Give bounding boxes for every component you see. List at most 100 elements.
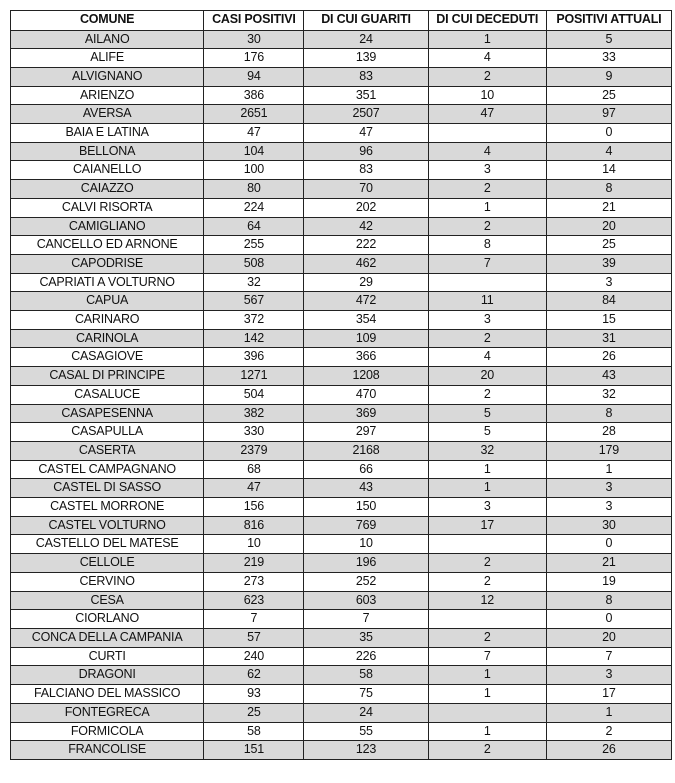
cell-casi-positivi: 255 xyxy=(203,235,305,255)
table-row: CASTEL VOLTURNO 816 769 17 30 xyxy=(9,515,673,536)
cell-guariti: 96 xyxy=(303,141,429,162)
cell-positivi-attuali: 1 xyxy=(545,702,673,723)
header-row: COMUNE CASI POSITIVI DI CUI GUARITI DI C… xyxy=(9,10,673,31)
cell-comune: DRAGONI xyxy=(9,665,205,686)
cell-deceduti: 2 xyxy=(427,571,547,592)
cell-positivi-attuali: 3 xyxy=(545,497,673,517)
header-guariti: DI CUI GUARITI xyxy=(303,10,429,31)
table-row: CESA 623 603 12 8 xyxy=(9,590,673,611)
cell-comune: CELLOLE xyxy=(9,553,205,573)
cell-casi-positivi: 62 xyxy=(203,665,305,686)
cell-comune: CARINARO xyxy=(9,310,205,330)
cell-deceduti: 7 xyxy=(427,646,547,667)
cell-guariti: 43 xyxy=(303,478,429,499)
cell-deceduti: 47 xyxy=(427,104,547,125)
header-casi-positivi: CASI POSITIVI xyxy=(203,10,305,31)
cell-comune: ALVIGNANO xyxy=(9,66,205,87)
table-row: DRAGONI 62 58 1 3 xyxy=(9,665,673,686)
cell-positivi-attuali: 5 xyxy=(545,29,673,50)
cell-deceduti xyxy=(427,534,547,555)
cell-casi-positivi: 567 xyxy=(203,291,305,312)
cell-deceduti: 1 xyxy=(427,721,547,742)
cell-comune: CAMIGLIANO xyxy=(9,216,205,237)
cell-comune: CAIANELLO xyxy=(9,160,205,181)
cell-deceduti: 1 xyxy=(427,29,547,50)
cell-positivi-attuali: 19 xyxy=(545,571,673,592)
cell-positivi-attuali: 3 xyxy=(545,272,673,293)
cell-deceduti xyxy=(427,272,547,293)
cell-guariti: 29 xyxy=(303,272,429,293)
cell-casi-positivi: 25 xyxy=(203,702,305,723)
cell-comune: CALVI RISORTA xyxy=(9,197,205,218)
cell-guariti: 462 xyxy=(303,253,429,274)
cell-casi-positivi: 240 xyxy=(203,646,305,667)
cell-positivi-attuali: 3 xyxy=(545,665,673,686)
table-row: BELLONA 104 96 4 4 xyxy=(9,141,673,162)
cell-comune: CAPRIATI A VOLTURNO xyxy=(9,272,205,293)
table-row: BAIA E LATINA 47 47 0 xyxy=(9,123,673,143)
table-row: CIORLANO 7 7 0 xyxy=(9,609,673,629)
cell-comune: CASTEL MORRONE xyxy=(9,497,205,517)
table-row: CASALUCE 504 470 2 32 xyxy=(9,384,673,405)
cell-positivi-attuali: 26 xyxy=(545,347,673,368)
cell-positivi-attuali: 8 xyxy=(545,179,673,199)
cell-comune: CASAPULLA xyxy=(9,422,205,442)
cell-deceduti: 1 xyxy=(427,197,547,218)
cell-deceduti: 32 xyxy=(427,440,547,461)
table-row: ALIFE 176 139 4 33 xyxy=(9,48,673,68)
cell-guariti: 196 xyxy=(303,553,429,573)
cell-guariti: 150 xyxy=(303,497,429,517)
cell-casi-positivi: 57 xyxy=(203,628,305,648)
table-row: CARINARO 372 354 3 15 xyxy=(9,310,673,330)
cell-deceduti: 2 xyxy=(427,66,547,87)
cell-comune: BAIA E LATINA xyxy=(9,123,205,143)
cell-casi-positivi: 386 xyxy=(203,85,305,106)
cell-casi-positivi: 382 xyxy=(203,403,305,424)
cell-guariti: 75 xyxy=(303,684,429,704)
cell-casi-positivi: 330 xyxy=(203,422,305,442)
cell-positivi-attuali: 0 xyxy=(545,123,673,143)
cell-deceduti: 10 xyxy=(427,85,547,106)
cell-comune: CIORLANO xyxy=(9,609,205,629)
cell-deceduti: 1 xyxy=(427,684,547,704)
cell-comune: CAPODRISE xyxy=(9,253,205,274)
cell-deceduti: 2 xyxy=(427,216,547,237)
cell-comune: FALCIANO DEL MASSICO xyxy=(9,684,205,704)
cell-deceduti: 4 xyxy=(427,48,547,68)
cell-deceduti: 5 xyxy=(427,422,547,442)
cell-guariti: 66 xyxy=(303,459,429,480)
table-row: FRANCOLISE 151 123 2 26 xyxy=(9,740,673,760)
cell-positivi-attuali: 20 xyxy=(545,628,673,648)
cell-guariti: 470 xyxy=(303,384,429,405)
cell-guariti: 24 xyxy=(303,29,429,50)
cell-positivi-attuali: 84 xyxy=(545,291,673,312)
table-row: CELLOLE 219 196 2 21 xyxy=(9,553,673,573)
cell-guariti: 35 xyxy=(303,628,429,648)
covid-cases-table: COMUNE CASI POSITIVI DI CUI GUARITI DI C… xyxy=(9,10,673,760)
cell-casi-positivi: 224 xyxy=(203,197,305,218)
cell-casi-positivi: 104 xyxy=(203,141,305,162)
cell-positivi-attuali: 8 xyxy=(545,403,673,424)
cell-casi-positivi: 47 xyxy=(203,478,305,499)
cell-deceduti xyxy=(427,609,547,629)
cell-deceduti: 1 xyxy=(427,665,547,686)
cell-deceduti: 1 xyxy=(427,459,547,480)
cell-positivi-attuali: 0 xyxy=(545,609,673,629)
cell-casi-positivi: 219 xyxy=(203,553,305,573)
table-row: CARINOLA 142 109 2 31 xyxy=(9,328,673,349)
cell-comune: CASERTA xyxy=(9,440,205,461)
cell-deceduti: 4 xyxy=(427,347,547,368)
cell-positivi-attuali: 32 xyxy=(545,384,673,405)
cell-deceduti: 7 xyxy=(427,253,547,274)
cell-guariti: 769 xyxy=(303,515,429,536)
cell-comune: BELLONA xyxy=(9,141,205,162)
cell-positivi-attuali: 25 xyxy=(545,85,673,106)
table-row: CASAGIOVE 396 366 4 26 xyxy=(9,347,673,368)
cell-positivi-attuali: 21 xyxy=(545,197,673,218)
cell-guariti: 109 xyxy=(303,328,429,349)
table-row: ARIENZO 386 351 10 25 xyxy=(9,85,673,106)
header-comune: COMUNE xyxy=(9,10,205,31)
table-body: AILANO 30 24 1 5 ALIFE 176 139 4 33 ALVIGNANO 94 83 2… xyxy=(9,29,673,760)
cell-deceduti: 8 xyxy=(427,235,547,255)
table-row: FALCIANO DEL MASSICO 93 75 1 17 xyxy=(9,684,673,704)
